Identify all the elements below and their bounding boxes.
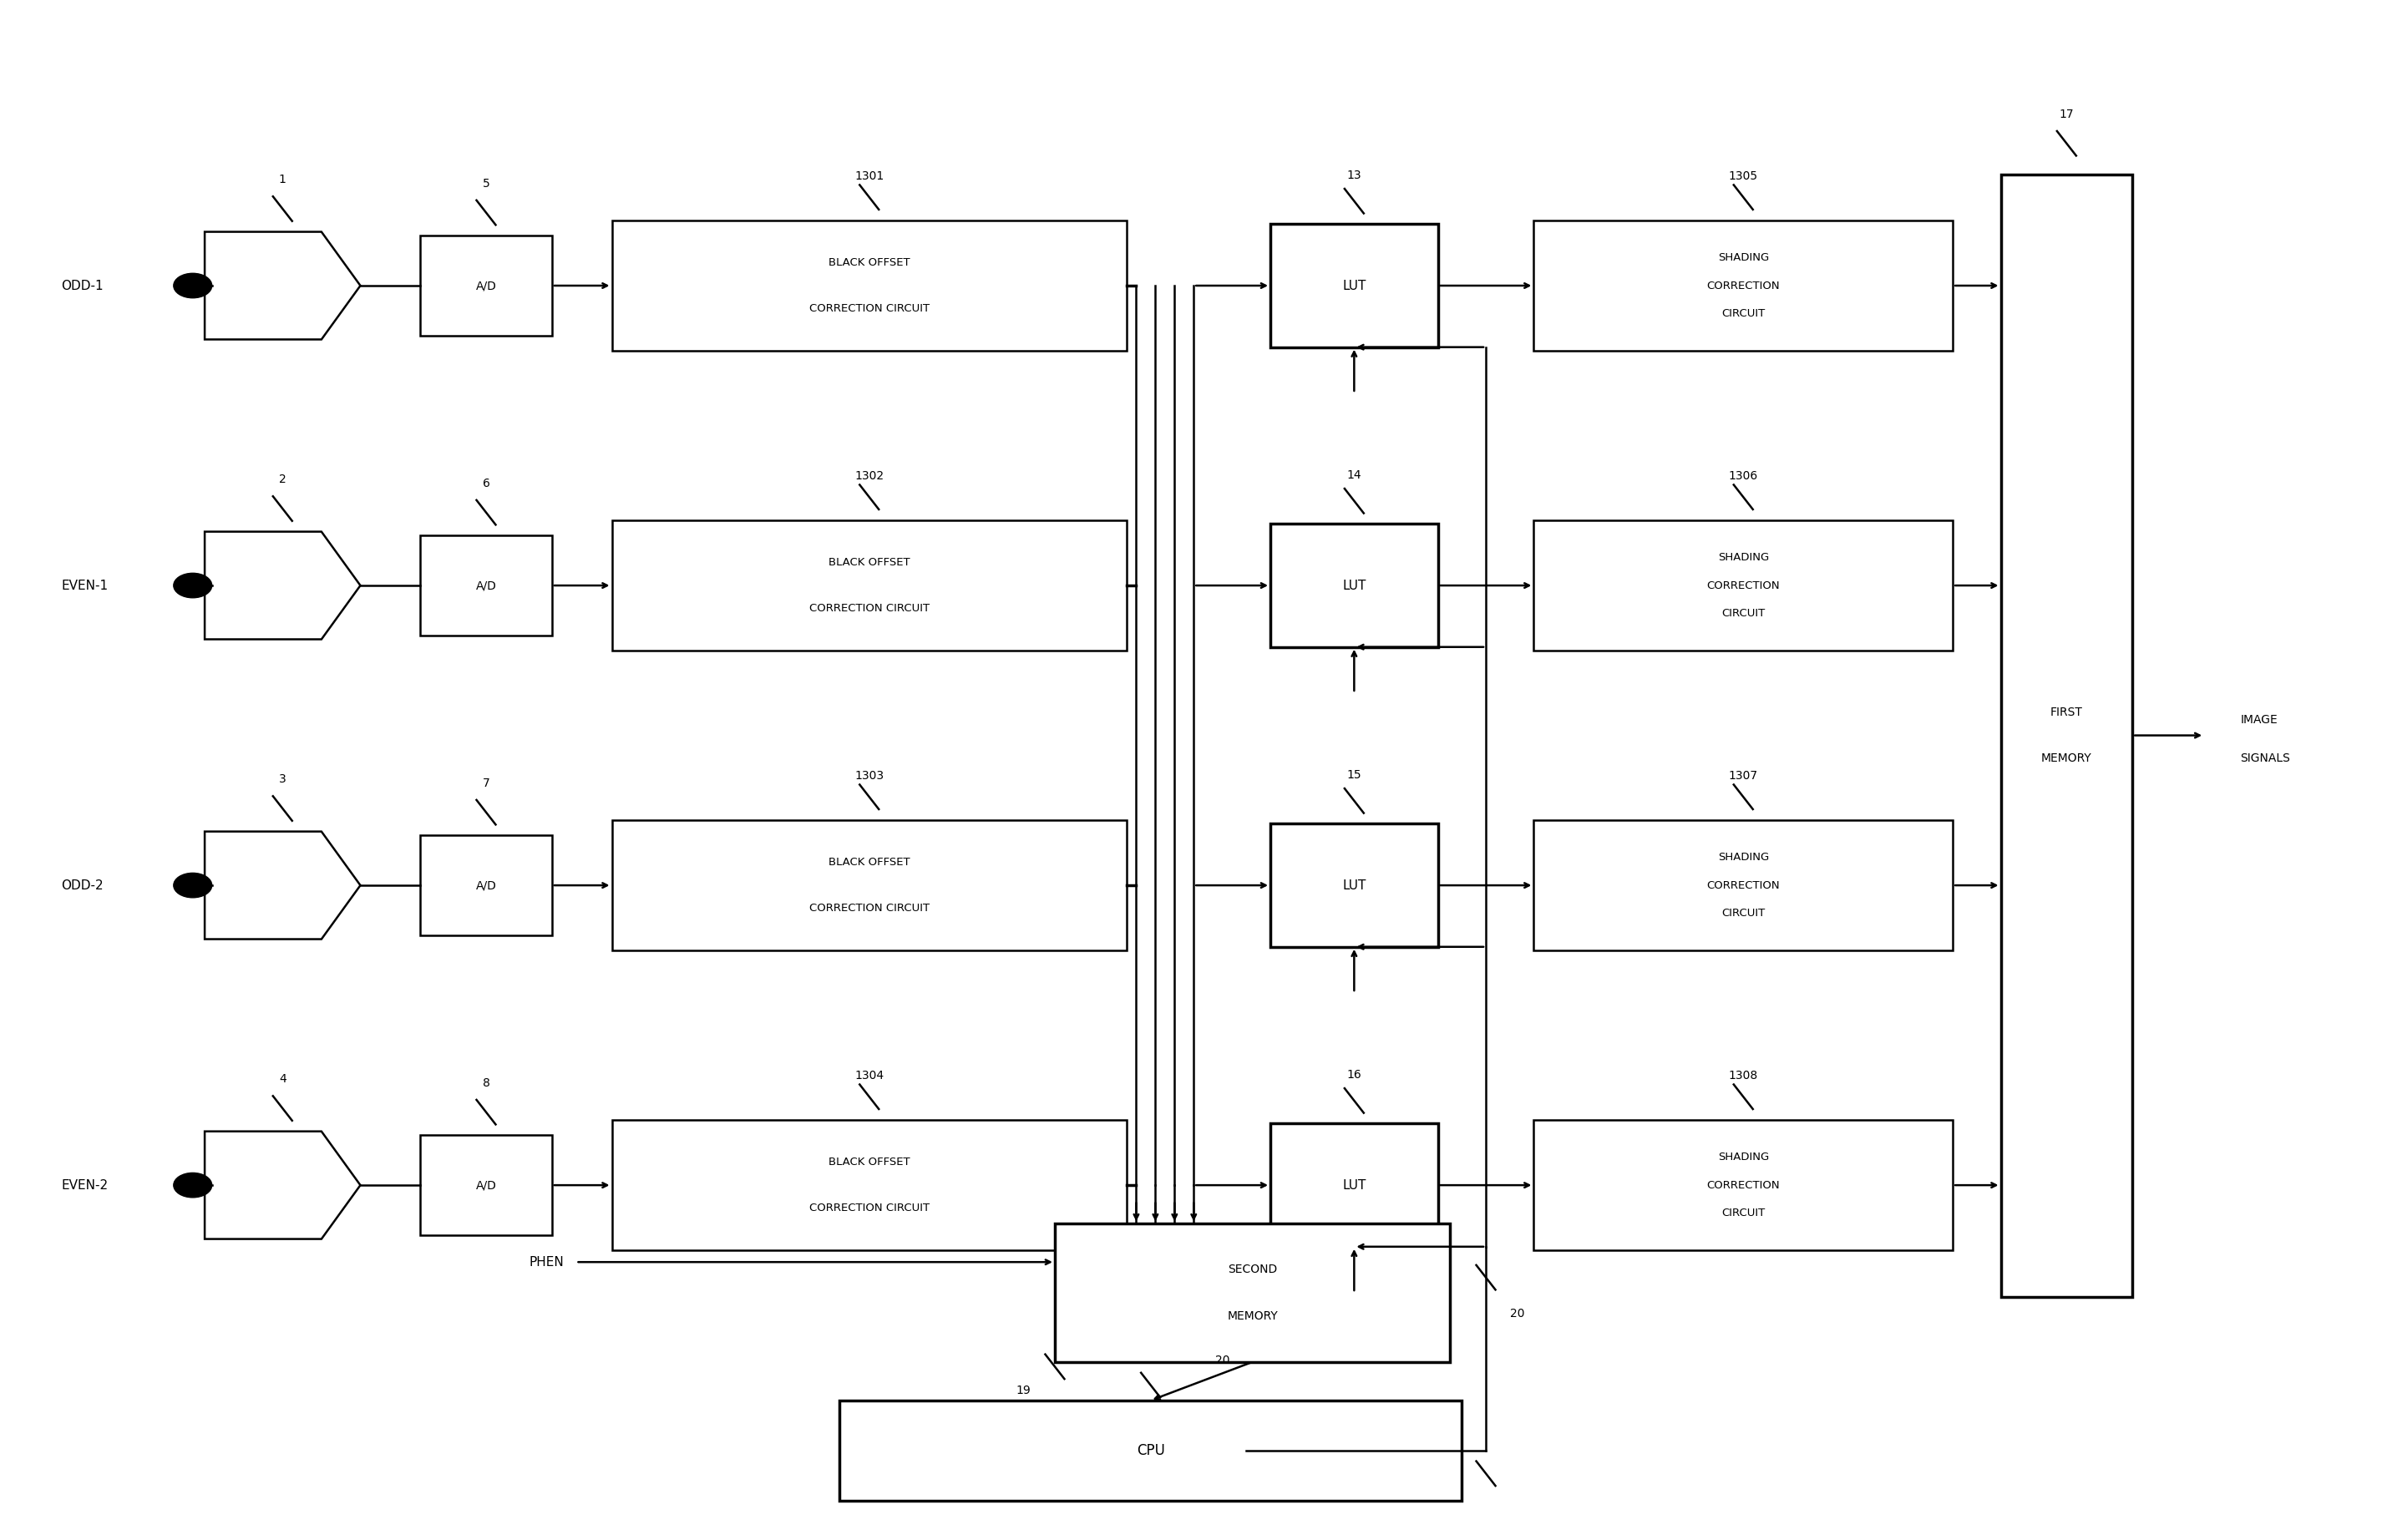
Text: 1303: 1303 (856, 770, 884, 781)
Text: 19: 19 (1016, 1384, 1031, 1397)
Text: A/D: A/D (475, 579, 496, 591)
Text: BLACK OFFSET: BLACK OFFSET (829, 557, 911, 568)
Text: ODD-1: ODD-1 (60, 279, 103, 293)
Text: 15: 15 (1347, 768, 1361, 781)
Circle shape (173, 1173, 211, 1198)
Text: CORRECTION: CORRECTION (1707, 280, 1781, 291)
Text: 7: 7 (482, 778, 489, 788)
Text: 1306: 1306 (1728, 470, 1757, 482)
Bar (1534, 521, 1954, 651)
Text: 20: 20 (1510, 1307, 1524, 1320)
Circle shape (173, 573, 211, 598)
Text: SIGNALS: SIGNALS (2241, 753, 2289, 764)
Text: 1308: 1308 (1728, 1070, 1757, 1081)
Text: LUT: LUT (1342, 879, 1366, 892)
Text: BLACK OFFSET: BLACK OFFSET (829, 856, 911, 867)
Text: A/D: A/D (475, 1180, 496, 1190)
Bar (611, 521, 1127, 651)
Bar (1270, 824, 1438, 947)
Polygon shape (204, 832, 360, 939)
Text: EVEN-1: EVEN-1 (60, 579, 108, 591)
Bar (1270, 225, 1438, 346)
Circle shape (173, 273, 211, 297)
Text: SHADING: SHADING (1719, 1152, 1769, 1163)
Bar (2001, 174, 2133, 1297)
Text: CORRECTION CIRCUIT: CORRECTION CIRCUIT (810, 604, 930, 614)
Text: MEMORY: MEMORY (2042, 753, 2093, 764)
Text: CORRECTION: CORRECTION (1707, 1180, 1781, 1190)
Polygon shape (204, 233, 360, 339)
Text: 1302: 1302 (856, 470, 884, 482)
Text: 13: 13 (1347, 169, 1361, 182)
Text: 20: 20 (1215, 1355, 1230, 1366)
Text: A/D: A/D (475, 280, 496, 291)
Text: BLACK OFFSET: BLACK OFFSET (829, 257, 911, 268)
Text: 8: 8 (482, 1078, 489, 1089)
Text: CIRCUIT: CIRCUIT (1721, 308, 1764, 319)
Bar (1534, 819, 1954, 950)
Text: CORRECTION CIRCUIT: CORRECTION CIRCUIT (810, 902, 930, 913)
Text: MEMORY: MEMORY (1227, 1311, 1278, 1321)
Text: LUT: LUT (1342, 579, 1366, 591)
Text: PHEN: PHEN (530, 1255, 563, 1269)
Text: 4: 4 (278, 1073, 285, 1086)
Text: SHADING: SHADING (1719, 553, 1769, 564)
Text: 1: 1 (278, 174, 285, 186)
Text: CORRECTION CIRCUIT: CORRECTION CIRCUIT (810, 303, 930, 314)
Bar (611, 220, 1127, 351)
Text: 1307: 1307 (1728, 770, 1757, 781)
Polygon shape (204, 531, 360, 639)
Text: CIRCUIT: CIRCUIT (1721, 907, 1764, 918)
Text: LUT: LUT (1342, 1180, 1366, 1192)
Text: A/D: A/D (475, 879, 496, 892)
Text: CORRECTION: CORRECTION (1707, 879, 1781, 890)
Text: 1305: 1305 (1728, 169, 1757, 182)
Text: EVEN-2: EVEN-2 (60, 1180, 108, 1192)
Text: 3: 3 (278, 773, 285, 785)
Text: SECOND: SECOND (1227, 1264, 1278, 1275)
Bar (1270, 524, 1438, 647)
Text: CIRCUIT: CIRCUIT (1721, 1207, 1764, 1218)
Text: 16: 16 (1347, 1069, 1361, 1081)
Text: ODD-2: ODD-2 (60, 879, 103, 892)
Text: BLACK OFFSET: BLACK OFFSET (829, 1157, 911, 1167)
Text: FIRST: FIRST (2049, 707, 2083, 718)
Text: 1304: 1304 (856, 1070, 884, 1081)
Bar (1534, 1120, 1954, 1250)
Bar (1534, 220, 1954, 351)
Bar (839, 1400, 1462, 1500)
Text: 1301: 1301 (853, 169, 884, 182)
Text: 6: 6 (482, 477, 489, 490)
Text: CORRECTION CIRCUIT: CORRECTION CIRCUIT (810, 1203, 930, 1214)
Text: IMAGE: IMAGE (2241, 715, 2277, 725)
Text: SHADING: SHADING (1719, 852, 1769, 862)
Bar (611, 1120, 1127, 1250)
Text: 2: 2 (278, 474, 285, 485)
Bar (419, 835, 551, 935)
Bar (419, 536, 551, 636)
Text: 17: 17 (2059, 109, 2073, 120)
Text: LUT: LUT (1342, 279, 1366, 293)
Text: SHADING: SHADING (1719, 253, 1769, 263)
Text: CORRECTION: CORRECTION (1707, 581, 1781, 591)
Bar (1270, 1124, 1438, 1247)
Text: 5: 5 (482, 177, 489, 189)
Text: 14: 14 (1347, 470, 1361, 480)
Bar (419, 236, 551, 336)
Text: CPU: CPU (1136, 1443, 1165, 1458)
Bar (419, 1135, 551, 1235)
Polygon shape (204, 1132, 360, 1240)
Bar (1055, 1224, 1450, 1361)
Text: CIRCUIT: CIRCUIT (1721, 608, 1764, 619)
Circle shape (173, 873, 211, 898)
Bar (611, 819, 1127, 950)
